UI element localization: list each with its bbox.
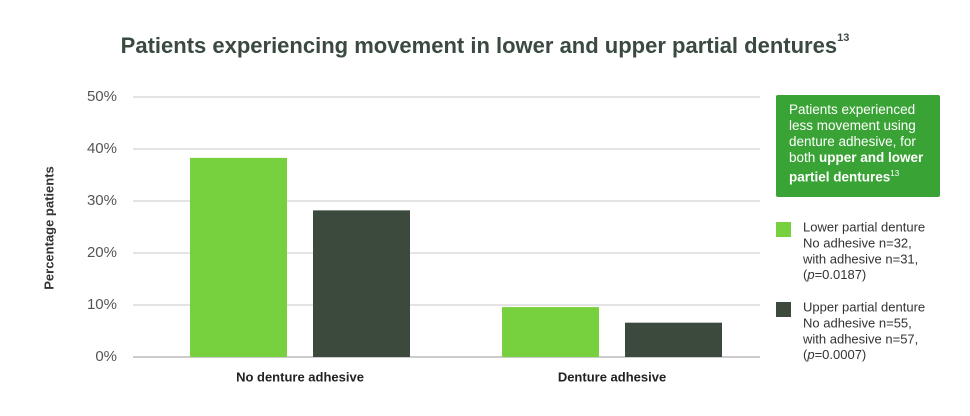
legend-note: with adhesive n=31,	[802, 251, 918, 266]
legend-label: Lower partial denture	[803, 219, 925, 234]
legend-note-italic: p	[806, 267, 814, 282]
x-tick-label: No denture adhesive	[236, 369, 364, 384]
legend-note-part: (	[803, 347, 808, 362]
legend-note-part: (	[803, 267, 808, 282]
annotation-bold: upper and lower partiel dentures	[789, 150, 924, 185]
y-axis-label: Percentage patients	[41, 166, 56, 290]
y-tick-label: 50%	[87, 88, 117, 105]
title-sup: 13	[837, 32, 849, 44]
legend-swatch	[776, 302, 791, 317]
legend-swatch	[776, 222, 791, 237]
legend-note: (p=0.0007)	[803, 347, 866, 362]
annotation-text: Patients experienced less movement using…	[789, 102, 916, 165]
bar	[502, 307, 599, 357]
legend-note: No adhesive n=55,	[803, 315, 912, 330]
bar	[625, 322, 722, 357]
annotation: Patients experienced less movement using…	[776, 95, 940, 197]
annotation-sup: 13	[890, 169, 900, 178]
legend-note-part: =0.0187)	[815, 267, 867, 282]
y-tick-label: 30%	[87, 192, 117, 209]
bar	[313, 210, 410, 357]
legend-note-italic: p	[806, 347, 814, 362]
legend-label: Upper partial denture	[803, 299, 925, 314]
chart-title: Patients experiencing movement in lower …	[121, 32, 850, 58]
x-tick-label: Denture adhesive	[558, 369, 666, 384]
bar	[190, 157, 287, 357]
y-tick-label: 10%	[87, 296, 117, 313]
y-tick-label: 40%	[87, 140, 117, 157]
legend-note: No adhesive n=32,	[803, 235, 912, 250]
y-tick-label: 0%	[95, 348, 117, 365]
y-tick-label: 20%	[87, 244, 117, 261]
title-text: Patients experiencing movement in lower …	[121, 33, 837, 58]
legend-note: (p=0.0187)	[803, 267, 866, 282]
legend-note: with adhesive n=57,	[802, 331, 918, 346]
legend-note-part: =0.0007)	[815, 347, 867, 362]
